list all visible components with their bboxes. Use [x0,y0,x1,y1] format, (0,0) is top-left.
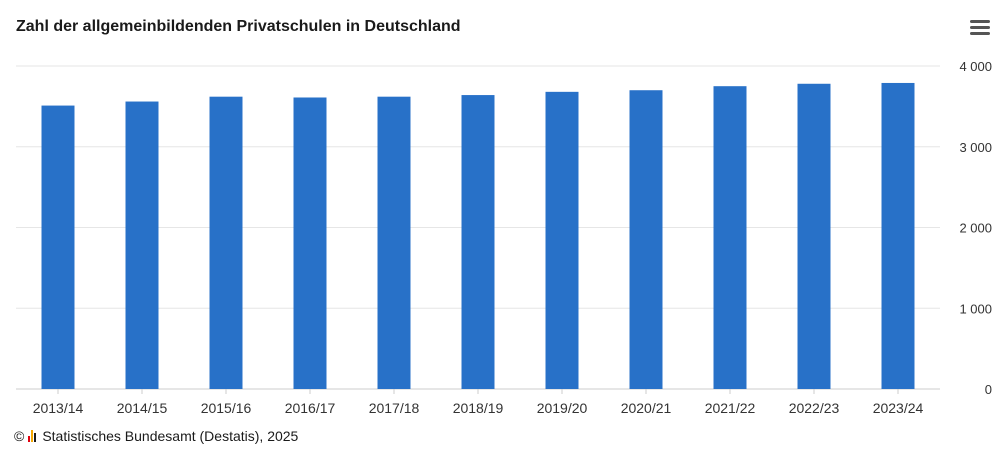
x-tick-label: 2023/24 [873,400,924,416]
chart-title: Zahl der allgemeinbildenden Privatschule… [16,18,461,35]
bar [713,86,747,389]
bar [461,95,495,389]
x-tick-label: 2017/18 [369,400,420,416]
x-tick-label: 2020/21 [621,400,672,416]
hamburger-menu-icon[interactable] [970,20,990,38]
x-tick-label: 2018/19 [453,400,504,416]
y-tick-label: 2 000 [959,221,992,236]
destatis-logo-icon [28,430,37,442]
bar [209,96,243,389]
source-credit: © Statistisches Bundesamt (Destatis), 20… [14,428,298,444]
bar [881,82,915,390]
x-tick-label: 2021/22 [705,400,756,416]
bar [377,96,411,389]
bar-chart: 0 1 000 2 000 3 000 4 000 2013/14 2014/15 2015/… [16,59,992,416]
y-tick-label: 1 000 [959,301,992,316]
x-tick-label: 2016/17 [285,400,336,416]
y-tick-label: 0 [985,382,992,397]
y-tick-label: 3 000 [959,140,992,155]
bar [797,83,831,389]
bar [293,97,327,390]
y-tick-label: 4 000 [959,59,992,74]
bar [125,101,159,389]
x-tick-label: 2019/20 [537,400,588,416]
bar [41,105,75,389]
copyright-symbol: © [14,428,25,444]
x-tick-label: 2014/15 [117,400,168,416]
x-tick-label: 2015/16 [201,400,252,416]
source-text: Statistisches Bundesamt (Destatis), 2025 [42,428,299,444]
bar [629,90,663,389]
x-tick-label: 2022/23 [789,400,840,416]
bar [545,91,579,389]
x-tick-label: 2013/14 [33,400,84,416]
